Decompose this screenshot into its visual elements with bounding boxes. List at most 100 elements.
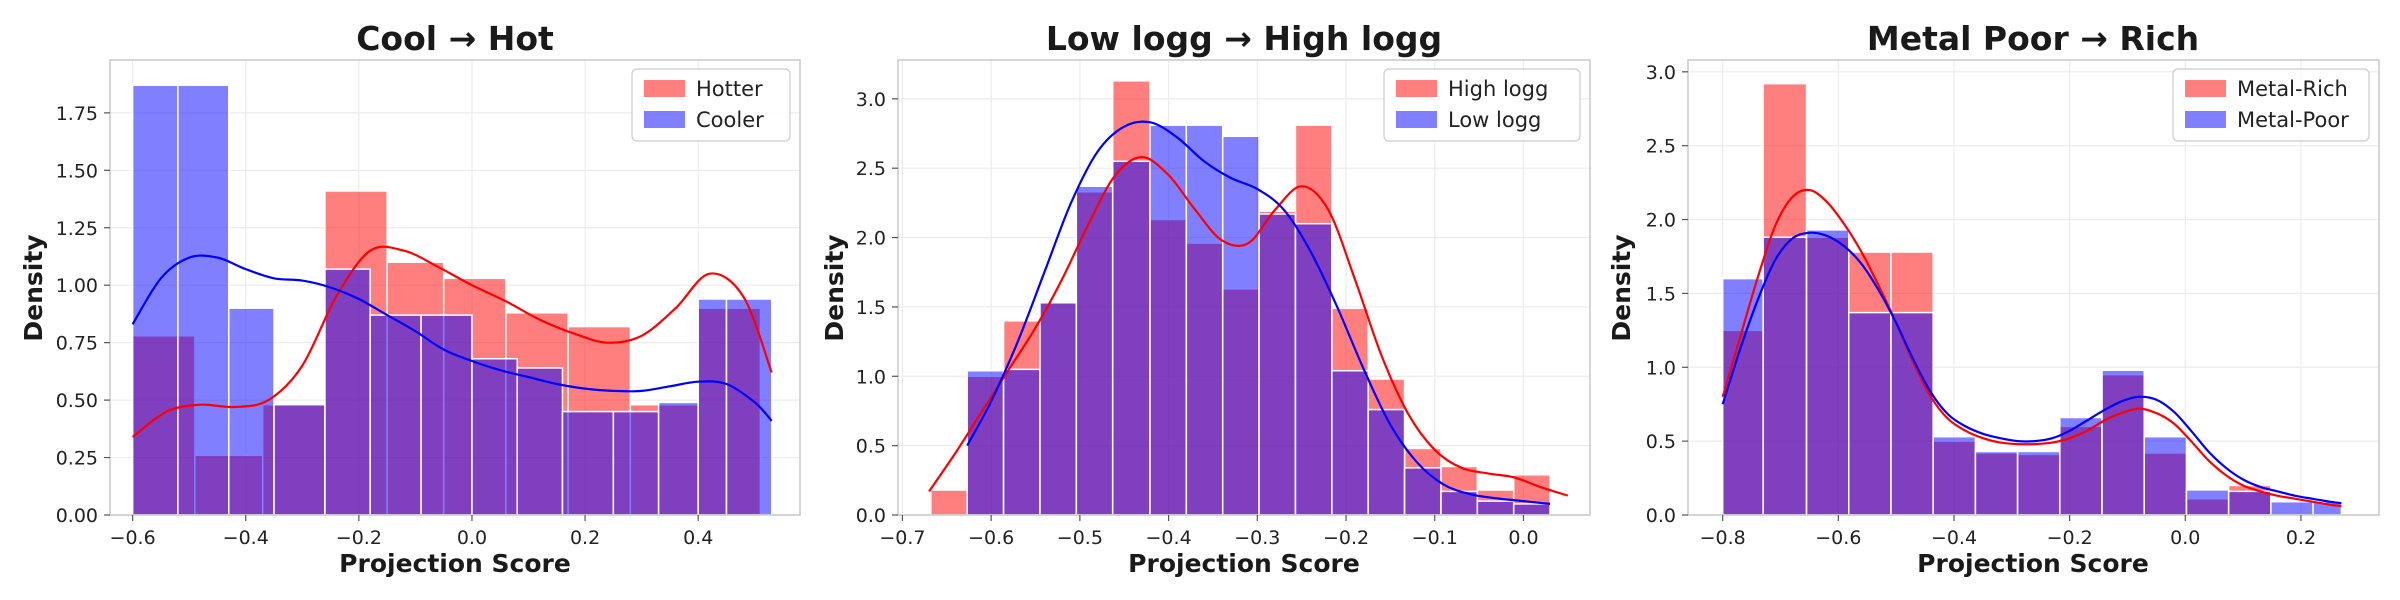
- bar-metal-poor: [2185, 489, 2230, 516]
- bar-metal-poor: [2101, 369, 2145, 516]
- panel-title: Low logg → High logg: [1046, 19, 1442, 58]
- bar-metal-poor: [2227, 490, 2272, 516]
- panel-low-high-logg: Low logg → High logg −0.7 −0.6 −0.5 −0.4 −0.…: [820, 19, 1591, 578]
- legend-label: Low logg: [1448, 108, 1541, 132]
- legend-label: Metal-Rich: [2237, 77, 2348, 101]
- x-tick-label: −0.3: [1234, 527, 1280, 549]
- bar-low-logg: [1002, 368, 1041, 516]
- legend-swatch: [2185, 111, 2226, 128]
- x-tick-label: −0.4: [1146, 527, 1192, 549]
- x-tick-label: 0.0: [1508, 527, 1538, 549]
- bar-cooler: [420, 314, 473, 516]
- y-tick-label: 2.5: [856, 158, 886, 180]
- bar-metal-poor: [1890, 311, 1934, 516]
- y-tick-label: 3.0: [856, 89, 886, 111]
- x-tick-label: 0.2: [2286, 527, 2316, 549]
- y-tick-label: 2.5: [1646, 136, 1676, 158]
- x-tick-label: −0.2: [1323, 527, 1369, 549]
- legend-swatch: [1396, 111, 1437, 128]
- y-tick-label: 0.50: [56, 390, 98, 412]
- x-tick-label: −0.6: [110, 527, 156, 549]
- legend-label: Cooler: [696, 108, 764, 132]
- panel-cool-hot: Cool → Hot −0.6 −0.4 −0.2 0.0 0.2 0.4 0.00 0.2…: [19, 19, 801, 578]
- bar-low-logg: [1512, 503, 1551, 516]
- plot-frame: [109, 59, 801, 516]
- bar-cooler: [228, 307, 275, 516]
- x-tick-label: −0.4: [1931, 527, 1977, 549]
- bar-low-logg: [1111, 160, 1151, 516]
- x-tick-label: 0.0: [2170, 527, 2200, 549]
- x-tick-label: −0.1: [1412, 527, 1458, 549]
- x-axis-label: Projection Score: [1917, 549, 2149, 578]
- y-tick-label: 1.00: [56, 275, 98, 297]
- bar-low-logg: [1258, 213, 1297, 516]
- bar-metal-poor: [1762, 236, 1808, 516]
- legend-swatch: [1396, 80, 1437, 97]
- panel-metal-poor-rich: Metal Poor → Rich −0.8 −0.6 −0.4 −0.2 0.0 0.2…: [1607, 19, 2380, 578]
- y-axis-label: Density: [820, 234, 849, 341]
- bar-high-logg: [930, 489, 968, 516]
- x-tick-label: 0.2: [570, 527, 600, 549]
- x-tick-label: −0.7: [879, 527, 925, 549]
- bar-metal-poor: [2143, 435, 2188, 516]
- bar-low-logg: [1221, 135, 1260, 516]
- bar-metal-poor: [1805, 229, 1850, 516]
- y-tick-label: 0.00: [56, 505, 98, 527]
- bar-low-logg: [1403, 467, 1442, 516]
- bar-cooler: [657, 401, 699, 516]
- bar-metal-poor: [2270, 500, 2314, 516]
- y-tick-label: 0.5: [1646, 431, 1676, 453]
- x-axis-label: Projection Score: [339, 549, 571, 578]
- y-tick-label: 1.5: [1646, 283, 1676, 305]
- bar-low-logg: [1331, 369, 1369, 516]
- bar-metal-poor: [1848, 311, 1892, 516]
- y-tick-label: 0.75: [56, 333, 98, 355]
- bar-metal-poor: [1974, 450, 2019, 516]
- plot-frame: [897, 59, 1591, 516]
- x-tick-label: 0.4: [683, 527, 713, 549]
- kde-metal-rich: [1721, 188, 2342, 508]
- bar-cooler: [516, 367, 564, 516]
- x-tick-label: −0.4: [223, 527, 269, 549]
- panel-title: Cool → Hot: [356, 19, 554, 58]
- panel-title: Metal Poor → Rich: [1867, 19, 2199, 58]
- legend-label: Hotter: [696, 77, 763, 101]
- legend-swatch: [2185, 80, 2226, 97]
- y-tick-label: 0.25: [56, 448, 98, 470]
- y-tick-label: 0.5: [856, 436, 886, 458]
- bar-low-logg: [1294, 222, 1333, 516]
- y-tick-label: 1.75: [56, 103, 98, 125]
- bar-low-logg: [1075, 185, 1114, 516]
- kde-hotter: [131, 245, 773, 438]
- plot-frame: [1687, 59, 2380, 516]
- x-tick-label: −0.6: [1815, 527, 1861, 549]
- legend-label: Metal-Poor: [2237, 108, 2349, 132]
- bar-cooler: [177, 84, 230, 516]
- y-tick-label: 1.25: [56, 218, 98, 240]
- x-tick-label: 0.0: [457, 527, 487, 549]
- bar-low-logg: [1039, 302, 1078, 516]
- kde-metal-poor: [1721, 231, 2342, 505]
- bar-cooler: [612, 410, 660, 516]
- y-tick-label: 0.0: [1646, 505, 1676, 527]
- bar-metal-poor: [2016, 450, 2061, 516]
- bar-metal-poor: [1721, 277, 1764, 516]
- bar-cooler: [471, 357, 518, 516]
- y-axis-label: Density: [1607, 234, 1636, 341]
- y-axis-label: Density: [19, 234, 48, 341]
- x-tick-label: −0.2: [2047, 527, 2093, 549]
- bar-cooler: [324, 268, 371, 516]
- bar-cooler: [369, 314, 422, 516]
- kde-high-logg: [928, 155, 1569, 497]
- y-tick-label: 1.0: [856, 366, 886, 388]
- x-tick-label: −0.8: [1700, 527, 1746, 549]
- legend-swatch: [644, 111, 685, 128]
- y-tick-label: 2.0: [1646, 210, 1676, 232]
- bar-cooler: [561, 410, 615, 516]
- kde-cooler: [131, 254, 773, 422]
- bar-low-logg: [1367, 408, 1406, 516]
- legend-label: High logg: [1448, 77, 1548, 101]
- bar-low-logg: [1185, 124, 1224, 516]
- y-tick-label: 3.0: [1646, 62, 1676, 84]
- bar-cooler: [273, 403, 326, 516]
